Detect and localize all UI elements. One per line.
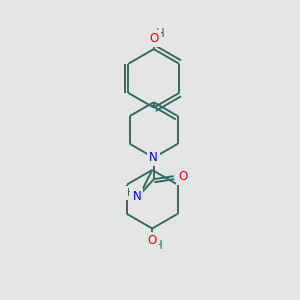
Text: N: N bbox=[149, 151, 158, 164]
Text: O: O bbox=[148, 234, 157, 247]
Text: O: O bbox=[149, 32, 158, 45]
Text: H: H bbox=[154, 239, 163, 252]
Text: H: H bbox=[155, 27, 164, 40]
Text: H: H bbox=[127, 188, 134, 198]
Text: O: O bbox=[178, 169, 188, 183]
Text: N: N bbox=[132, 190, 141, 203]
